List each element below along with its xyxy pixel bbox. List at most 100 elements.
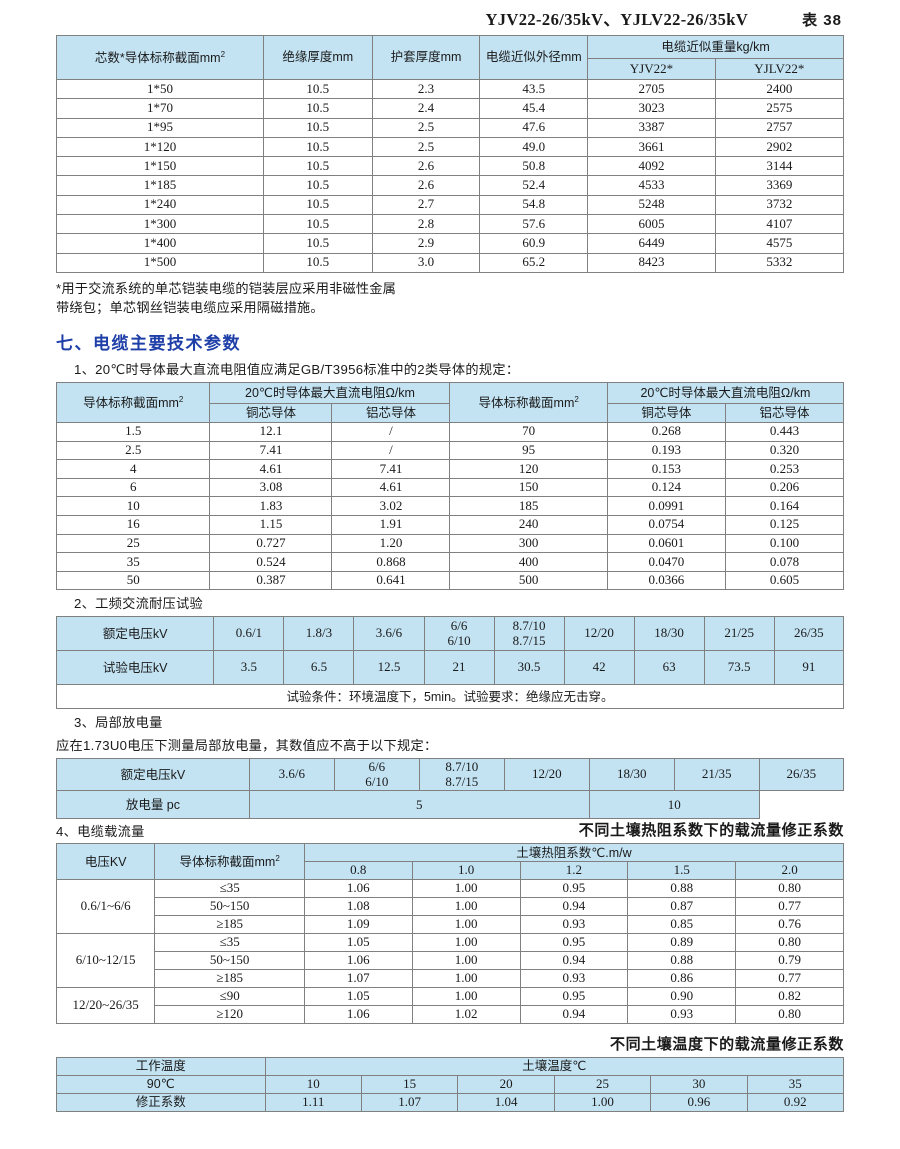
- cell-rated-voltage: 18/30: [633, 616, 705, 652]
- cell-weight-yjlv22: 3144: [714, 156, 845, 177]
- cell-weight-yjv22: 3387: [587, 117, 716, 138]
- cell-sheath: 2.4: [371, 98, 481, 119]
- cell-copper-left: 12.1: [209, 422, 333, 442]
- cell-section-left: 35: [55, 552, 211, 572]
- table-partial-discharge: 额定电压kV 3.6/6 6/6 6/10 8.7/10 8.7/15 12/20 18/3…: [56, 758, 845, 820]
- cell-copper-left: 7.41: [209, 440, 333, 461]
- table-row: 16 1.15 1.91 240 0.0754 0.125: [55, 515, 845, 535]
- table-38-rows: 1*50 10.5 2.3 43.5 2705 2400 1*70 10.5 2.4 45.4 30…: [56, 78, 845, 273]
- cell-copper-right: 0.153: [606, 459, 726, 479]
- cell-alum-left: 4.61: [331, 477, 451, 498]
- table-number: 表 38: [802, 12, 842, 29]
- cell-copper-left: 3.08: [209, 477, 333, 498]
- cell-alum-right: 0.253: [724, 459, 845, 479]
- table-row: ≥120 1.06 1.02 0.94 0.93 0.80: [57, 1004, 844, 1024]
- cell-weight-yjv22: 6005: [587, 214, 716, 235]
- cell-weight-yjlv22: 2575: [714, 98, 845, 119]
- th-voltage-kv: 电压KV: [55, 843, 156, 881]
- cell-test-voltage: 91: [773, 650, 845, 686]
- table-row: 6 3.08 4.61 150 0.124 0.206: [55, 477, 845, 498]
- cell-weight-yjlv22: 3732: [714, 194, 845, 216]
- cell-correction-coefficient: 0.77: [735, 897, 844, 917]
- table-row: ≥185 1.09 1.00 0.93 0.85 0.76: [57, 915, 844, 935]
- cell-outer-diameter: 52.4: [479, 175, 589, 196]
- table-row: 1*300 10.5 2.8 57.6 6005 4107: [56, 214, 845, 235]
- cell-correction-coefficient: 1.05: [303, 987, 413, 1006]
- cell-soil-temp: 10: [264, 1074, 362, 1094]
- cell-weight-yjv22: 2705: [587, 78, 716, 100]
- cell-section-right: 400: [449, 552, 608, 572]
- cell-correction-coefficient: 1.00: [411, 987, 521, 1006]
- cell-insulation: 10.5: [262, 252, 373, 273]
- cell-alum-right: 0.443: [724, 422, 845, 442]
- cell-temp-coefficient: 1.00: [553, 1092, 652, 1112]
- cell-section-left: 10: [55, 496, 211, 516]
- cell-correction-coefficient: 0.93: [519, 915, 629, 935]
- cell-correction-coefficient: 0.94: [519, 897, 629, 917]
- discharge-body: 额定电压kV 3.6/6 6/6 6/10 8.7/10 8.7/15 12/20 18/3…: [56, 758, 845, 820]
- soil-temp-values-row: 90℃ 10 15 20 25 30 35: [56, 1074, 845, 1094]
- cell-discharge-value: 10: [588, 790, 760, 820]
- table-row: 0.6/1~6/6 ≤35 1.06 1.00 0.95 0.88 0.80: [55, 879, 844, 935]
- cell-conductor-section: ≤90: [154, 987, 305, 1006]
- table-row: 50~150 1.06 1.00 0.94 0.88 0.79: [57, 951, 844, 971]
- cell-alum-left: 0.868: [331, 552, 451, 572]
- cell-sheath: 2.5: [371, 117, 481, 138]
- cell-correction-coefficient: 0.93: [519, 969, 629, 989]
- section-1-title: 1、20℃时导体最大直流电阻值应满足GB/T3956标准中的2类导体的规定：: [74, 362, 520, 378]
- cell-rated-voltage: 6/6 6/10: [423, 616, 495, 652]
- cell-section-left: 25: [55, 533, 211, 554]
- capacity-rows: 0.6/1~6/6 ≤35 1.06 1.00 0.95 0.88 0.80 50~150 1.…: [55, 879, 844, 1024]
- cell-section-left: 6: [55, 477, 211, 498]
- cell-conductor-section: ≥185: [154, 969, 305, 989]
- cell-copper-right: 0.124: [606, 477, 726, 498]
- cell-sheath: 2.7: [371, 194, 481, 216]
- table-row: 1*70 10.5 2.4 45.4 3023 2575: [56, 98, 845, 119]
- cell-spec: 1*240: [56, 194, 264, 216]
- table-row: 10 1.83 3.02 185 0.0991 0.164: [55, 496, 845, 516]
- cell-weight-yjlv22: 2400: [714, 78, 845, 100]
- cell-copper-right: 0.0366: [606, 570, 726, 591]
- th-soil-temp: 土壤温度℃: [264, 1056, 845, 1076]
- cell-sheath: 2.6: [371, 175, 481, 196]
- capacity-header-row-1: 电压KV 导体标称截面mm2 土壤热阻系数℃.m/w: [55, 843, 845, 881]
- cell-sheath: 3.0: [371, 252, 481, 273]
- section-3-title: 3、局部放电量: [74, 715, 163, 731]
- cell-copper-right: 0.0991: [606, 496, 726, 516]
- cell-copper-left: 0.727: [209, 533, 333, 554]
- cell-correction-coefficient: 0.80: [735, 1004, 844, 1024]
- cell-section-left: 4: [55, 459, 211, 479]
- cell-test-voltage: 12.5: [353, 650, 425, 686]
- cell-conductor-section: ≤35: [154, 879, 305, 899]
- cell-correction-coefficient: 0.95: [519, 933, 629, 953]
- th-core-section: 芯数*导体标称截面mm2: [56, 35, 264, 80]
- cell-section-left: 50: [55, 570, 211, 591]
- cell-alum-right: 0.164: [724, 496, 845, 516]
- cell-voltage-group: 12/20~26/35: [55, 987, 156, 1024]
- cell-soil-temp: 20: [457, 1074, 555, 1094]
- cell-copper-left: 1.15: [209, 515, 333, 535]
- cell-outer-diameter: 54.8: [479, 194, 589, 216]
- resistance-header: 导体标称截面mm2 20℃时导体最大直流电阻Ω/km 导体标称截面mm2 20℃…: [55, 382, 845, 424]
- cell-weight-yjv22: 6449: [587, 233, 716, 254]
- cell-temp-coefficient: 1.11: [264, 1092, 362, 1112]
- cell-spec: 1*95: [56, 117, 264, 138]
- cell-conductor-section: ≥185: [154, 915, 305, 935]
- cell-spec: 1*70: [56, 98, 264, 119]
- cell-alum-left: /: [331, 422, 451, 442]
- cell-section-right: 240: [449, 515, 608, 535]
- cell-rated-voltage: 0.6/1: [213, 616, 285, 652]
- table-row: 1*500 10.5 3.0 65.2 8423 5332: [56, 252, 845, 273]
- cell-copper-left: 4.61: [209, 459, 333, 479]
- cell-correction-coefficient: 1.09: [303, 915, 413, 935]
- cell-test-voltage: 21: [423, 650, 495, 686]
- cell-alum-left: /: [331, 440, 451, 461]
- cell-correction-coefficient: 1.06: [303, 951, 413, 971]
- table-row: 1*150 10.5 2.6 50.8 4092 3144: [56, 156, 845, 177]
- cell-sheath: 2.3: [371, 78, 481, 100]
- cell-rated-voltage: 3.6/6: [353, 616, 425, 652]
- cell-test-voltage: 6.5: [283, 650, 355, 686]
- table-row: 1*400 10.5 2.9 60.9 6449 4575: [56, 233, 845, 254]
- cell-sheath: 2.9: [371, 233, 481, 254]
- cell-outer-diameter: 49.0: [479, 136, 589, 158]
